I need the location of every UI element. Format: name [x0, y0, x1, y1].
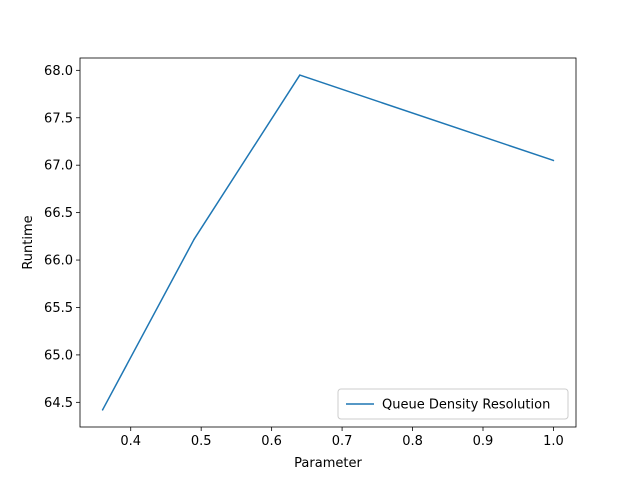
- y-tick-label: 66.5: [44, 206, 73, 221]
- x-axis-label: Parameter: [294, 456, 362, 471]
- legend-box: [337, 388, 569, 420]
- y-axis-ticks: 64.5 65.0 65.5 66.0 66.5 67.0 67.5 68.0: [44, 64, 80, 411]
- y-tick-label: 64.5: [44, 396, 73, 411]
- data-point: [101, 409, 104, 411]
- y-tick-label: 67.5: [44, 111, 73, 126]
- axes-frame: [79, 57, 577, 428]
- data-point: [299, 74, 301, 76]
- y-tick-label: 65.0: [44, 348, 73, 363]
- x-tick-label: 0.6: [261, 434, 282, 449]
- data-point: [552, 159, 555, 162]
- legend-entry-label: Queue Density Resolution: [382, 398, 550, 413]
- x-tick-label: 1.0: [543, 434, 564, 449]
- y-tick-label: 68.0: [44, 64, 73, 79]
- data-point: [193, 238, 195, 240]
- series-line: [101, 74, 554, 411]
- x-axis-ticks: 0.4 0.5 0.6 0.7 0.8 0.9 1.0: [120, 427, 564, 449]
- x-tick-label: 0.4: [120, 434, 141, 449]
- y-tick-label: 66.0: [44, 254, 73, 269]
- y-tick-label: 67.0: [44, 159, 73, 174]
- y-tick-label: 65.5: [44, 301, 73, 316]
- x-tick-label: 0.5: [191, 434, 212, 449]
- x-tick-label: 0.8: [402, 434, 423, 449]
- y-axis-label: Runtime: [21, 215, 36, 269]
- series-layer: [101, 74, 555, 411]
- x-tick-label: 0.9: [473, 434, 494, 449]
- legend: Queue Density Resolution: [337, 388, 569, 420]
- x-tick-label: 0.7: [332, 434, 353, 449]
